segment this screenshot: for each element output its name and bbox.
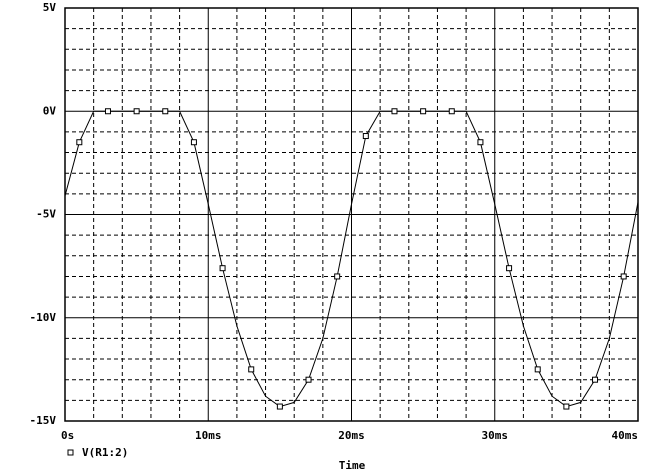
x-tick-label: 30ms [482, 429, 509, 442]
y-tick-label: -5V [36, 208, 56, 221]
y-tick-label: 0V [43, 104, 57, 117]
point-marker [133, 108, 140, 115]
x-axis-label: Time [339, 459, 366, 472]
point-marker [362, 133, 369, 140]
plot-frame [64, 7, 639, 422]
point-marker [534, 366, 541, 373]
point-marker [391, 108, 398, 115]
x-tick-label: 40ms [612, 429, 639, 442]
point-marker [162, 108, 169, 115]
point-marker [76, 139, 83, 146]
y-tick-label: -15V [30, 414, 57, 427]
point-marker [305, 376, 312, 383]
point-marker [334, 273, 341, 280]
legend-marker [67, 449, 74, 456]
point-marker [276, 403, 283, 410]
y-tick-label: -10V [30, 311, 57, 324]
x-tick-label: 20ms [338, 429, 365, 442]
x-tick-label: 0s [61, 429, 74, 442]
point-marker [506, 265, 513, 272]
point-marker [563, 403, 570, 410]
x-tick-label: 10ms [195, 429, 222, 442]
y-tick-label: 5V [43, 1, 57, 14]
point-marker [592, 376, 599, 383]
point-marker [248, 366, 255, 373]
legend-label: V(R1:2) [82, 446, 128, 459]
point-marker [620, 273, 627, 280]
point-marker [219, 265, 226, 272]
series-line [64, 110, 639, 408]
point-marker [104, 108, 111, 115]
point-marker [420, 108, 427, 115]
point-marker [448, 108, 455, 115]
point-marker [477, 139, 484, 146]
point-marker [190, 139, 197, 146]
